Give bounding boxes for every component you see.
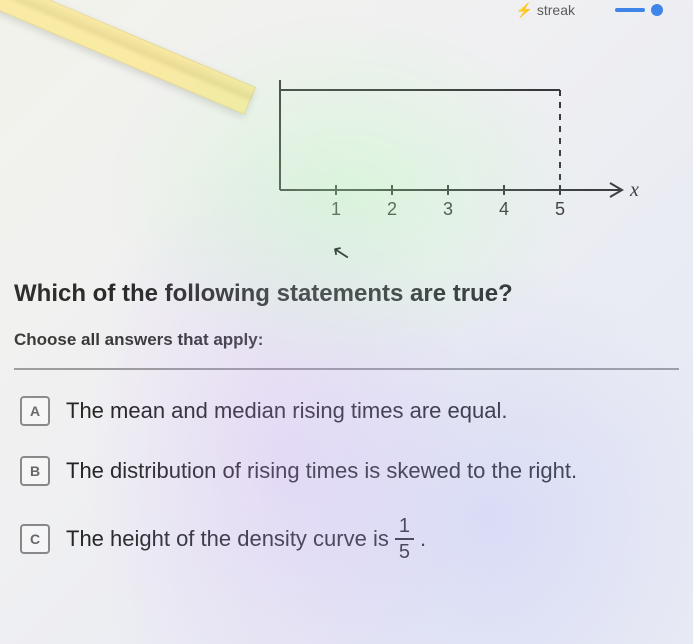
cursor-icon: ↖ — [329, 238, 352, 267]
options-list: A The mean and median rising times are e… — [14, 396, 679, 562]
option-b[interactable]: B The distribution of rising times is sk… — [14, 456, 679, 486]
progress-slider[interactable] — [615, 4, 663, 16]
question-subtitle: Choose all answers that apply: — [14, 330, 679, 350]
option-a[interactable]: A The mean and median rising times are e… — [14, 396, 679, 426]
divider — [14, 368, 679, 370]
streak-indicator: ⚡ streak — [515, 2, 575, 19]
fraction-numerator: 1 — [395, 516, 414, 538]
option-c[interactable]: C The height of the density curve is 1 5… — [14, 516, 679, 562]
streak-icon: ⚡ — [515, 2, 532, 19]
option-b-checkbox[interactable]: B — [20, 456, 50, 486]
fraction-denominator: 5 — [395, 538, 414, 562]
option-c-text-before: The height of the density curve is — [66, 526, 389, 552]
question-block: Which of the following statements are tr… — [14, 280, 679, 562]
option-c-checkbox[interactable]: C — [20, 524, 50, 554]
option-c-text: The height of the density curve is 1 5 . — [66, 516, 426, 562]
slider-track — [615, 8, 645, 12]
option-c-text-after: . — [420, 526, 426, 552]
x-axis-label: x — [629, 179, 639, 201]
option-a-text: The mean and median rising times are equ… — [66, 398, 507, 424]
question-title: Which of the following statements are tr… — [14, 280, 679, 308]
fraction: 1 5 — [395, 516, 414, 562]
svg-text:2: 2 — [387, 199, 397, 219]
svg-text:1: 1 — [331, 199, 341, 219]
streak-label: streak — [537, 2, 575, 18]
option-b-text: The distribution of rising times is skew… — [66, 458, 577, 484]
option-a-checkbox[interactable]: A — [20, 396, 50, 426]
slider-thumb[interactable] — [651, 4, 663, 16]
svg-text:4: 4 — [499, 199, 509, 219]
svg-text:3: 3 — [443, 199, 453, 219]
density-chart: 1 2 3 4 5 x — [280, 50, 640, 230]
svg-text:5: 5 — [555, 199, 565, 219]
top-bar: ⚡ streak — [0, 0, 693, 20]
